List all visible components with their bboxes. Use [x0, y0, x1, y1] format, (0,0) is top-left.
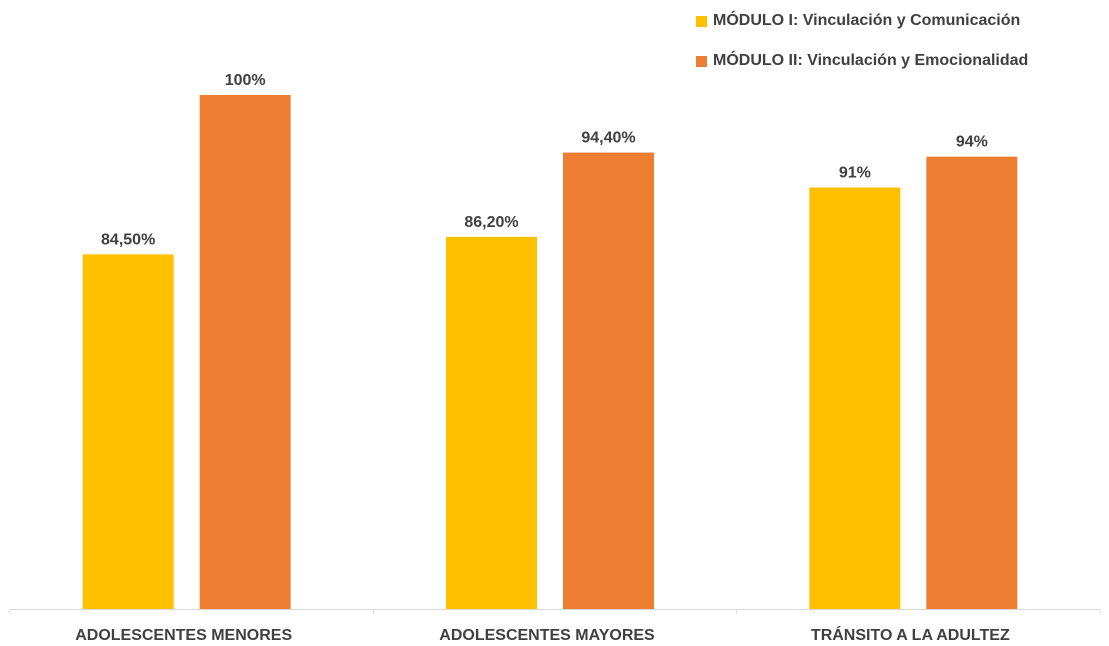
data-label-1-2: 86,20% — [464, 214, 518, 231]
bar-2-2 — [563, 152, 654, 609]
legend-label-modulo-2: MÓDULO II: Vinculación y Emocionalidad — [713, 52, 1029, 69]
category-label-2: ADOLESCENTES MAYORES — [439, 627, 655, 644]
legend-item-modulo-2: MÓDULO II: Vinculación y Emocionalidad — [696, 50, 1028, 72]
legend-swatch-modulo-2 — [696, 55, 707, 67]
bar-1-1 — [82, 254, 174, 609]
bar-2-1 — [199, 95, 291, 609]
bar-1-2 — [446, 236, 537, 609]
data-label-2-1: 100% — [225, 72, 266, 89]
data-label-1-1: 84,50% — [101, 231, 155, 248]
data-label-1-3: 91% — [839, 165, 871, 182]
legend-item-modulo-1: MÓDULO I: Vinculación y Comunicación — [696, 10, 1028, 32]
legend: MÓDULO I: Vinculación y Comunicación MÓD… — [696, 10, 1028, 90]
category-label-3: TRÁNSITO A LA ADULTEZ — [811, 625, 1010, 644]
legend-label-modulo-1: MÓDULO I: Vinculación y Comunicación — [713, 12, 1021, 29]
data-label-2-2: 94,40% — [581, 130, 635, 147]
bar-1-3 — [809, 187, 901, 609]
category-label-1: ADOLESCENTES MENORES — [75, 627, 292, 644]
bar-2-3 — [926, 156, 1018, 609]
data-label-2-3: 94% — [956, 134, 988, 151]
legend-swatch-modulo-1 — [696, 15, 707, 27]
